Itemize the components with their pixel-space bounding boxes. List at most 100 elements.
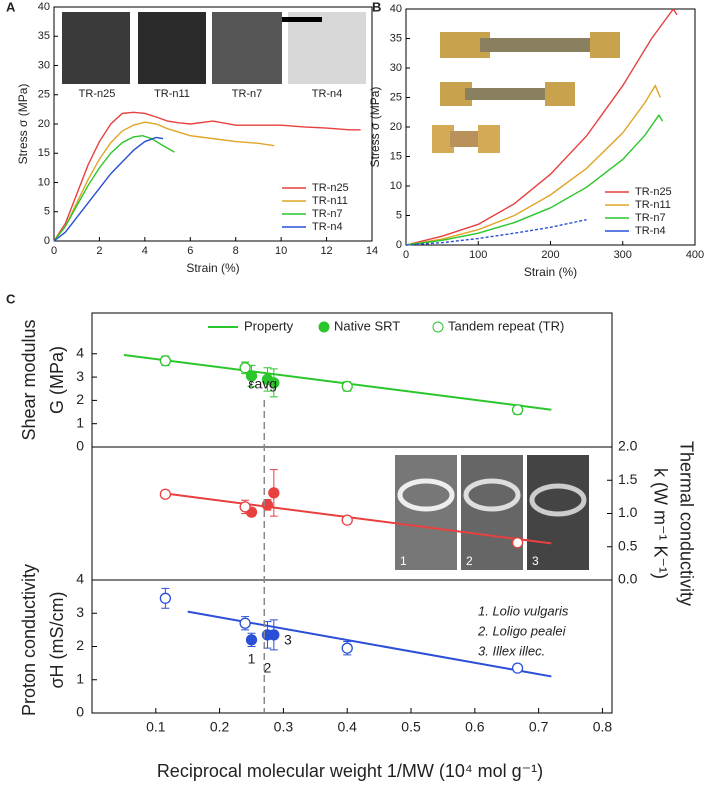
y-tick-label: 40 <box>38 1 50 13</box>
point <box>341 514 353 526</box>
photo-label: 3 <box>532 554 539 568</box>
x-tick-label: 12 <box>320 245 332 257</box>
y-tick-label: 15 <box>390 150 402 162</box>
photo-label: 1 <box>400 554 407 568</box>
y-tick-label: 2 <box>76 637 84 653</box>
y-tick-label: 3 <box>76 368 84 384</box>
point <box>159 355 172 367</box>
photo-label: TR-n7 <box>232 88 263 100</box>
y-axis-label: Stress σ (MPa) <box>16 84 30 165</box>
x-tick-label: 0.5 <box>401 719 421 735</box>
point <box>159 488 172 500</box>
legend-label: TR-n25 <box>312 182 349 194</box>
point <box>239 501 251 513</box>
y-axis-label: Shear modulus <box>19 319 39 440</box>
annotation: 1. Lolio vulgaris <box>478 603 569 618</box>
point-label: 2 <box>264 660 272 676</box>
x-tick-label: 0.6 <box>465 719 485 735</box>
y-tick-label: 35 <box>390 32 402 44</box>
y-tick-label: 1 <box>76 670 84 686</box>
x-tick-label: 0 <box>51 245 57 257</box>
x-tick-label: 0.8 <box>593 719 613 735</box>
x-tick-label: 14 <box>366 245 378 257</box>
y-tick-label: 30 <box>38 59 50 71</box>
x-axis-label: Strain (%) <box>186 261 239 275</box>
x-axis-label: Strain (%) <box>524 265 577 279</box>
annotation: 3. Illex illec. <box>478 643 545 658</box>
panel-label: C <box>6 291 16 306</box>
photo-specimens <box>432 32 620 153</box>
x-tick-label: 6 <box>187 245 193 257</box>
annotation: 2. Loligo pealei <box>477 623 567 638</box>
x-tick-label: 10 <box>275 245 287 257</box>
point <box>511 662 524 674</box>
y-tick-label: 2.0 <box>618 438 638 454</box>
x-tick-label: 0.2 <box>210 719 230 735</box>
y-tick-label: 10 <box>390 180 402 192</box>
panel-c: 0.1 0.2 0.3 0.4 0.5 0.6 0.7 0.8 Reciprocal molec… <box>19 312 696 781</box>
y-tick-label: 5 <box>44 206 50 218</box>
x-tick-label: 200 <box>541 249 559 261</box>
y-tick-label: 25 <box>38 89 50 101</box>
y-tick-label: 35 <box>38 30 50 42</box>
y-tick-label: 2 <box>76 391 84 407</box>
line-series <box>405 84 661 246</box>
y-tick-label: 0 <box>76 438 84 454</box>
panel-label: B <box>372 0 381 14</box>
line-series <box>405 113 664 246</box>
y-tick-label: 0 <box>396 239 402 251</box>
point <box>341 380 353 393</box>
x-tick-label: 300 <box>614 249 632 261</box>
y-tick-label: 5 <box>396 209 402 221</box>
x-tick-label: 0.4 <box>337 719 357 735</box>
y-tick-label: 40 <box>390 3 402 15</box>
point <box>268 629 280 641</box>
y-axis-label: G (MPa) <box>47 346 67 414</box>
y-axis-label: Stress σ (MPa) <box>368 87 382 168</box>
point <box>239 362 251 374</box>
line-series <box>53 134 175 242</box>
legend-label: Native SRT <box>334 318 400 333</box>
y-axis-label: Proton conductivity <box>19 564 39 716</box>
y-tick-label: 1.5 <box>618 471 638 487</box>
photo-label: TR-n4 <box>312 88 343 100</box>
line-series <box>53 121 275 242</box>
line-series <box>405 218 587 246</box>
x-tick-label: 400 <box>686 249 704 261</box>
x-tick-label: 0.3 <box>274 719 294 735</box>
point-label: 1 <box>248 651 256 667</box>
fit-line <box>123 353 552 411</box>
legend-label: TR-n7 <box>635 212 666 224</box>
legend-label: Tandem repeat (TR) <box>448 318 564 333</box>
y-axis-label: k (W m⁻¹ K⁻¹) <box>650 468 670 579</box>
point <box>268 487 280 499</box>
y-tick-label: 30 <box>390 62 402 74</box>
x-tick-label: 100 <box>469 249 487 261</box>
line-series <box>53 111 361 242</box>
point <box>239 617 251 629</box>
y-tick-label: 15 <box>38 147 50 159</box>
photo-label: TR-n25 <box>79 88 116 100</box>
legend-label: TR-n7 <box>312 208 343 220</box>
legend-label: Property <box>244 318 294 333</box>
photo-label: 2 <box>466 554 473 568</box>
legend-label: TR-n4 <box>635 225 666 237</box>
y-tick-label: 4 <box>76 344 84 360</box>
y-tick-label: 1 <box>76 414 84 430</box>
point <box>511 537 524 549</box>
fit-line <box>165 492 552 545</box>
photo-label: TR-n11 <box>154 88 190 100</box>
y-tick-label: 25 <box>390 91 402 103</box>
y-tick-label: 20 <box>390 121 402 133</box>
legend-label: TR-n11 <box>635 199 671 211</box>
line-series <box>53 136 164 242</box>
x-tick-label: 0.1 <box>146 719 166 735</box>
reference-label: εavg <box>248 376 277 392</box>
photo-strip <box>62 12 366 84</box>
legend-swatch <box>318 321 330 333</box>
legend-label: TR-n25 <box>635 186 672 198</box>
y-tick-label: 4 <box>76 571 84 587</box>
legend-label: TR-n4 <box>312 221 343 233</box>
y-tick-label: 0.0 <box>618 571 638 587</box>
